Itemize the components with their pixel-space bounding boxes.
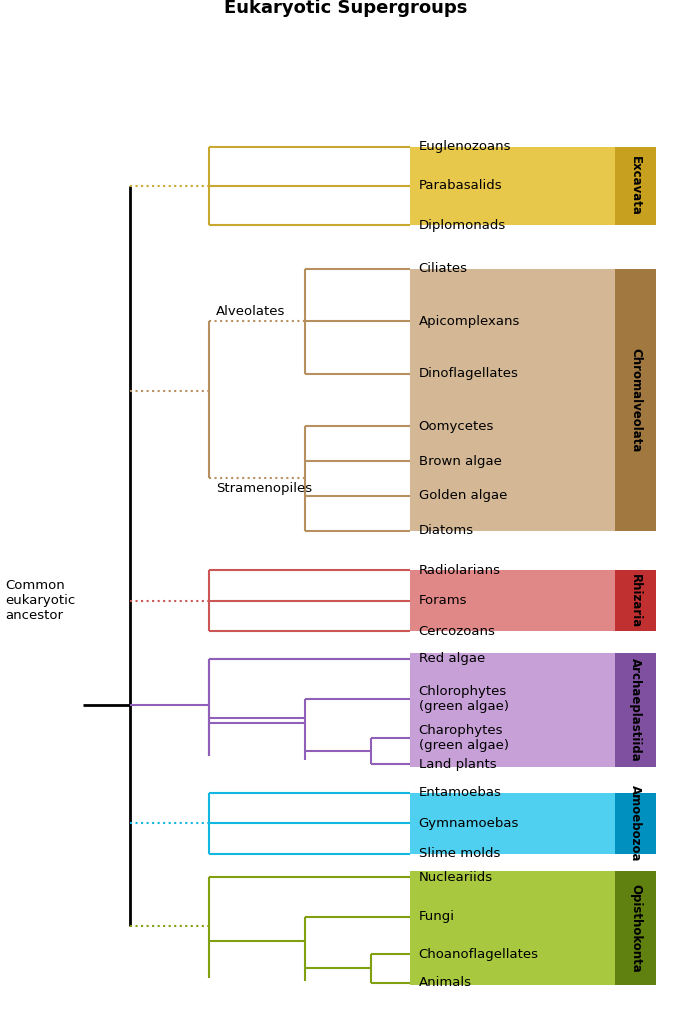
Text: Land plants: Land plants [419, 758, 496, 771]
Text: Fungi: Fungi [419, 910, 455, 924]
Text: Excavata: Excavata [629, 156, 642, 216]
Text: Amoebozoa: Amoebozoa [629, 785, 642, 861]
FancyBboxPatch shape [410, 269, 615, 530]
Text: Diplomonads: Diplomonads [419, 219, 506, 231]
Text: Charophytes
(green algae): Charophytes (green algae) [419, 724, 509, 753]
Text: Opisthokonta: Opisthokonta [629, 884, 642, 973]
Text: Cercozoans: Cercozoans [419, 625, 495, 638]
FancyBboxPatch shape [615, 146, 656, 225]
FancyBboxPatch shape [615, 570, 656, 631]
Text: Nucleariids: Nucleariids [419, 870, 493, 884]
Text: Apicomplexans: Apicomplexans [419, 314, 520, 328]
FancyBboxPatch shape [410, 146, 615, 225]
Text: Stramenopiles: Stramenopiles [216, 482, 312, 495]
Text: Euglenozoans: Euglenozoans [419, 140, 511, 154]
FancyBboxPatch shape [615, 871, 656, 985]
Text: Dinoflagellates: Dinoflagellates [419, 368, 518, 380]
Text: Entamoebas: Entamoebas [419, 786, 502, 800]
Text: Slime molds: Slime molds [419, 848, 500, 860]
Text: Eukaryotic Supergroups: Eukaryotic Supergroups [224, 0, 467, 17]
Text: Oomycetes: Oomycetes [419, 420, 494, 432]
Text: Ciliates: Ciliates [419, 262, 468, 275]
FancyBboxPatch shape [410, 570, 615, 631]
FancyBboxPatch shape [410, 793, 615, 854]
Text: Radiolarians: Radiolarians [419, 563, 500, 577]
Text: Diatoms: Diatoms [419, 524, 473, 538]
Text: Gymnamoebas: Gymnamoebas [419, 817, 519, 829]
FancyBboxPatch shape [615, 269, 656, 530]
FancyBboxPatch shape [410, 871, 615, 985]
Text: Animals: Animals [419, 976, 471, 989]
FancyBboxPatch shape [615, 793, 656, 854]
Text: Red algae: Red algae [419, 652, 485, 666]
Text: Chlorophytes
(green algae): Chlorophytes (green algae) [419, 684, 509, 713]
Text: Parabasalids: Parabasalids [419, 179, 502, 193]
Text: Archaeplastiida: Archaeplastiida [629, 658, 642, 762]
Text: Forams: Forams [419, 594, 467, 607]
Text: Rhizaria: Rhizaria [629, 573, 642, 628]
Text: Alveolates: Alveolates [216, 305, 285, 317]
FancyBboxPatch shape [410, 653, 615, 767]
Text: Choanoflagellates: Choanoflagellates [419, 948, 538, 961]
FancyBboxPatch shape [615, 653, 656, 767]
Text: Chromalveolata: Chromalveolata [629, 348, 642, 452]
Text: Brown algae: Brown algae [419, 455, 502, 468]
Text: Golden algae: Golden algae [419, 489, 507, 503]
Text: Common
eukaryotic
ancestor: Common eukaryotic ancestor [6, 580, 76, 623]
